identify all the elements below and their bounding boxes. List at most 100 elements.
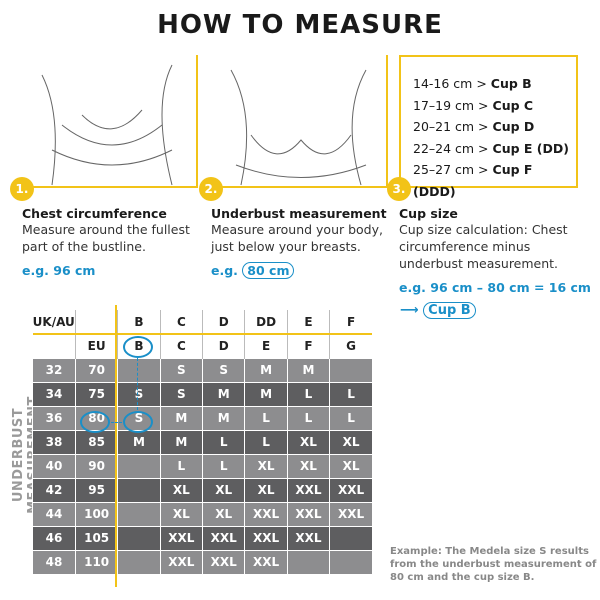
table-row: 48 110 XXL XXL XXL: [32, 549, 372, 574]
table-cell: L: [329, 381, 372, 406]
table-cell: D: [202, 334, 245, 358]
table-cell: [329, 357, 372, 382]
table-cell: [329, 549, 372, 574]
table-row: 40 90 L L XL XL XL: [32, 453, 372, 478]
divider-line: [115, 305, 117, 587]
table-row: 38 85 M M L L XL XL: [32, 429, 372, 454]
table-cell: 44: [32, 501, 76, 526]
table-cell: XXL: [244, 549, 288, 574]
step-cup: Cup size Cup size calculation: Chest cir…: [399, 206, 591, 295]
table-cell: XXL: [159, 549, 203, 574]
table-cell: M: [286, 357, 330, 382]
table-cell: M: [202, 381, 245, 406]
table-cell: L: [159, 453, 203, 478]
table-cell: XXL: [159, 525, 203, 550]
table-cell: [117, 453, 161, 478]
table-cell: C: [159, 310, 203, 335]
table-cell: [329, 525, 372, 550]
dashed-connector: [137, 358, 138, 410]
table-cell: L: [202, 429, 245, 454]
table-cell: XXL: [329, 477, 372, 502]
highlight-circle: [123, 336, 153, 358]
table-cell: 105: [74, 525, 118, 550]
page-title: HOW TO MEASURE: [157, 10, 443, 40]
table-row: 44 100 XL XL XXL XXL XXL: [32, 501, 372, 526]
table-cell: XL: [286, 453, 330, 478]
cup-row: 25–27 cm > Cup F (DDD): [413, 162, 533, 199]
table-cell: L: [286, 405, 330, 430]
table-cell: XL: [244, 477, 288, 502]
table-cell: DD: [244, 310, 288, 335]
table-row: 42 95 XL XL XL XXL XXL: [32, 477, 372, 502]
table-cell: S: [202, 357, 245, 382]
table-cell: XXL: [244, 525, 288, 550]
table-cell: 34: [32, 381, 76, 406]
table-cell: M: [117, 429, 161, 454]
table-cell: 100: [74, 501, 118, 526]
table-cell: [286, 549, 330, 574]
table-cell: 90: [74, 453, 118, 478]
step-badge: 3.: [387, 177, 411, 201]
table-cell: 70: [74, 357, 118, 382]
table-cell: L: [329, 405, 372, 430]
table-cell: 75: [74, 381, 118, 406]
table-cell: [32, 334, 76, 358]
table-cell: XXL: [286, 477, 330, 502]
table-cell: [117, 549, 161, 574]
table-cell: XL: [202, 477, 245, 502]
example-note: Example: The Medela size S results from …: [390, 546, 597, 583]
table-row: 34 75 S S M M L L: [32, 381, 372, 406]
table-cell: L: [244, 429, 288, 454]
table-cell: M: [202, 405, 245, 430]
table-cell: XL: [159, 501, 203, 526]
step-badge: 1.: [10, 177, 34, 201]
cup-row: 14-16 cm > Cup B: [413, 76, 532, 91]
highlight-circle: [123, 411, 153, 433]
table-cell: EU: [74, 334, 118, 358]
table-cell: [117, 501, 161, 526]
table-cell: L: [286, 381, 330, 406]
table-cell: [117, 525, 161, 550]
table-cell: XXL: [329, 501, 372, 526]
table-cell: UK/AU: [32, 310, 76, 335]
table-cell: XXL: [202, 549, 245, 574]
table-cell: [117, 477, 161, 502]
table-cell: XXL: [286, 525, 330, 550]
table-cell: E: [286, 310, 330, 335]
table-cell: M: [244, 381, 288, 406]
table-cell: L: [202, 453, 245, 478]
table-cell: F: [329, 310, 372, 335]
table-row: 32 70 S S M M: [32, 357, 372, 382]
table-cell: XL: [329, 429, 372, 454]
table-cell: G: [329, 334, 372, 358]
highlight-circle: [80, 411, 110, 433]
table-cell: S: [159, 381, 203, 406]
table-cell: F: [286, 334, 330, 358]
table-cell: 46: [32, 525, 76, 550]
table-cell: S: [117, 381, 161, 406]
table-cell: XXL: [286, 501, 330, 526]
table-cell: 95: [74, 477, 118, 502]
table-cell: 38: [32, 429, 76, 454]
table-cell: C: [159, 334, 203, 358]
table-cell: [117, 357, 161, 382]
table-cell: XL: [202, 501, 245, 526]
cup-row: 20–21 cm > Cup D: [413, 119, 535, 134]
table-cell: B: [117, 310, 161, 335]
cup-size-chart-box: 14-16 cm > Cup B 17–19 cm > Cup C 20–21 …: [399, 55, 578, 199]
table-cell: M: [159, 405, 203, 430]
table-cell: L: [244, 405, 288, 430]
table-cell: XXL: [244, 501, 288, 526]
result-arrow: ⟶ Cup B: [400, 302, 476, 319]
size-table: UK/AU B C D DD E F EU B C D E F G 32 70 S S M M 34 75 S S M M L L 36…: [32, 310, 372, 574]
table-cell: 32: [32, 357, 76, 382]
table-cell: E: [244, 334, 288, 358]
dashed-connector: [111, 422, 122, 423]
table-cell: 48: [32, 549, 76, 574]
table-cell: 42: [32, 477, 76, 502]
underbust-illustration: [211, 55, 388, 188]
table-cell: D: [202, 310, 245, 335]
step-badge: 2.: [199, 177, 223, 201]
table-cell: XL: [329, 453, 372, 478]
table-cell: 85: [74, 429, 118, 454]
